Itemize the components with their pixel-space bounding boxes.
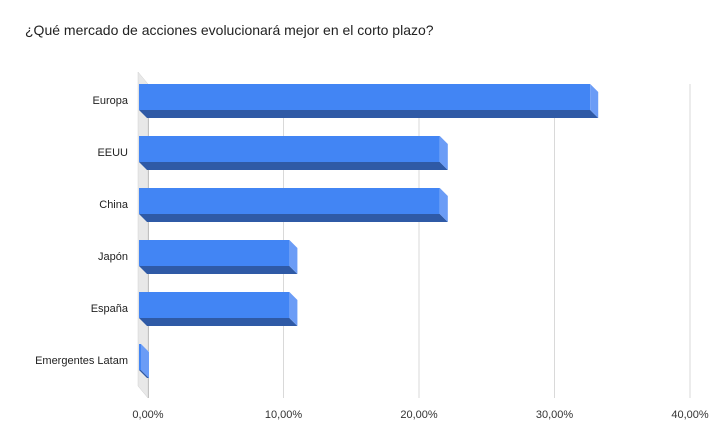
bar [139,344,149,378]
category-label: China [99,199,129,211]
x-tick-label: 20,00% [400,409,438,421]
bar-side [289,292,298,326]
bar-bottom [139,266,298,274]
bar-front [139,240,290,266]
bar [139,84,599,118]
bar-bottom [139,214,448,222]
bar-front [139,344,141,370]
bar-bottom [139,318,298,326]
bar-front [139,84,591,110]
category-labels: Europa EEUU China Japón España Emergentes Lat… [35,95,129,367]
bar [139,188,448,222]
bar-side [439,188,448,222]
bar-bottom [139,162,448,170]
bar-front [139,292,290,318]
category-label: España [91,303,129,315]
bar [139,292,298,326]
x-tick-label: 40,00% [671,409,709,421]
x-tick-labels: 0,00% 10,00% 20,00% 30,00% 40,00% [132,409,708,421]
bar-side [439,136,448,170]
bars [139,84,599,378]
bar [139,240,298,274]
bar-side [590,84,599,118]
category-label: Japón [98,251,128,263]
bar-bottom [139,110,599,118]
bar [139,136,448,170]
x-tick-label: 10,00% [265,409,303,421]
bar-bottom [139,370,149,378]
bar-front [139,136,440,162]
bar-front [139,188,440,214]
bar-side [289,240,298,274]
bar-side [141,344,149,378]
chart-title: ¿Qué mercado de acciones evolucionará me… [25,22,434,38]
category-label: Emergentes Latam [35,355,128,367]
x-tick-label: 0,00% [132,409,163,421]
category-label: Europa [93,95,129,107]
x-tick-label: 30,00% [536,409,574,421]
category-label: EEUU [97,147,128,159]
